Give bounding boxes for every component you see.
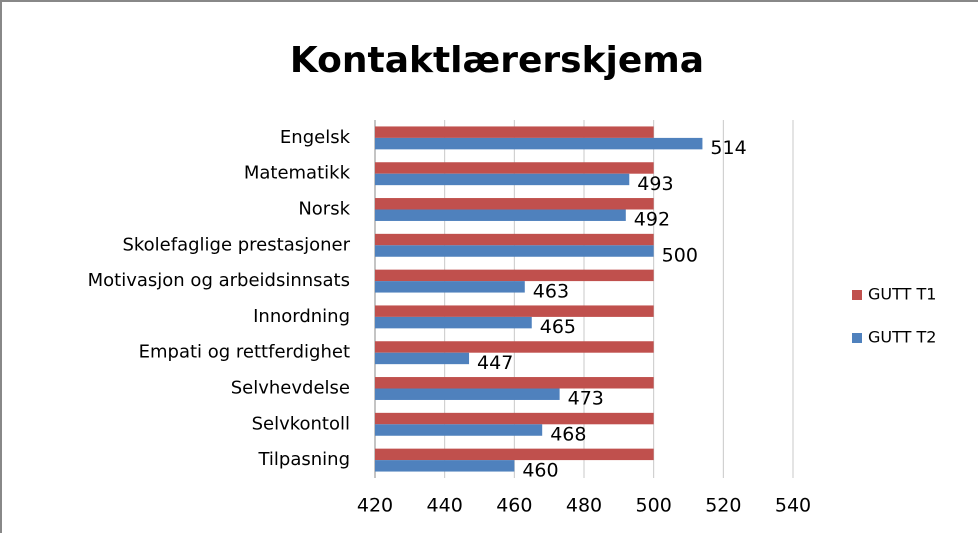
x-tick-label: 480 — [566, 495, 602, 517]
bar — [375, 341, 654, 353]
y-tick-label: Motivasjon og arbeidsinnsats — [88, 270, 350, 291]
bar — [375, 162, 654, 174]
data-label: 460 — [522, 459, 558, 481]
y-tick-label: Matematikk — [244, 163, 351, 184]
y-tick-label: Skolefaglige prestasjoner — [122, 234, 350, 255]
bar — [375, 388, 560, 400]
y-tick-label: Empati og rettferdighet — [139, 342, 350, 363]
x-tick-label: 440 — [427, 495, 463, 517]
bar — [375, 198, 654, 210]
legend-swatch — [852, 290, 862, 300]
x-tick-label: 420 — [357, 495, 393, 517]
bar — [375, 269, 654, 282]
bar — [375, 245, 654, 257]
bar — [375, 281, 525, 293]
y-tick-label: Engelsk — [280, 127, 351, 148]
x-tick-label: 460 — [496, 495, 532, 517]
bar — [375, 137, 703, 150]
data-label: 463 — [533, 280, 569, 302]
y-tick-label: Innordning — [253, 306, 350, 327]
bar — [375, 233, 654, 246]
x-tick-label: 540 — [775, 495, 811, 517]
bar — [375, 209, 626, 221]
bar — [375, 460, 515, 472]
bar — [375, 424, 543, 436]
data-label: 473 — [568, 388, 604, 410]
bar — [375, 448, 654, 461]
x-tick-label: 520 — [705, 495, 741, 517]
bar — [375, 173, 630, 186]
bar — [375, 126, 654, 138]
bar — [375, 316, 532, 329]
legend-label: GUTT T1 — [868, 285, 936, 304]
y-tick-label: Norsk — [298, 199, 350, 220]
data-label: 493 — [637, 173, 673, 195]
legend-label: GUTT T2 — [868, 328, 936, 347]
data-label: 465 — [540, 316, 576, 338]
legend-swatch — [852, 333, 862, 343]
data-label: 492 — [634, 209, 670, 231]
data-label: 514 — [710, 137, 746, 159]
y-tick-label: Tilpasning — [257, 449, 350, 470]
bar — [375, 305, 654, 317]
bar — [375, 412, 654, 425]
bar — [375, 377, 654, 389]
chart-title: Kontaktlærerskjema — [290, 40, 704, 81]
data-label: 447 — [477, 352, 513, 374]
y-tick-label: Selvkontoll — [252, 413, 350, 434]
x-tick-label: 500 — [636, 495, 672, 517]
data-label: 500 — [662, 245, 698, 267]
y-tick-label: Selvhevdelse — [231, 378, 350, 399]
bar — [375, 352, 470, 365]
data-label: 468 — [550, 424, 586, 446]
